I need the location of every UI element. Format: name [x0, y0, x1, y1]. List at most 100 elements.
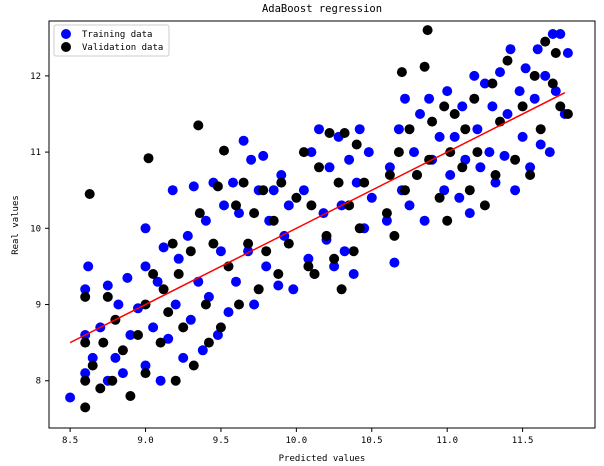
training-point [424, 93, 435, 104]
training-point [219, 200, 229, 211]
legend-marker-training [61, 29, 71, 39]
validation-point [140, 368, 151, 379]
validation-point [449, 109, 460, 119]
training-point [457, 101, 468, 112]
training-point [329, 261, 340, 272]
legend-label-training: Training data [82, 30, 152, 40]
training-point [517, 131, 528, 142]
validation-point [143, 153, 154, 164]
training-point [163, 333, 174, 344]
training-point [419, 215, 430, 226]
validation-point [80, 337, 91, 348]
training-point [544, 147, 555, 158]
validation-point [276, 177, 287, 188]
training-point [535, 139, 546, 150]
training-point [80, 368, 91, 379]
training-point [445, 170, 456, 180]
training-point [148, 322, 159, 333]
validation-point [258, 185, 269, 196]
training-point [324, 162, 335, 173]
validation-series [80, 25, 573, 413]
training-point [404, 200, 415, 211]
training-point [460, 154, 471, 165]
validation-point [188, 360, 199, 371]
validation-point [535, 124, 546, 135]
y-tick-label: 12 [30, 72, 41, 82]
validation-point [381, 208, 392, 219]
training-point [409, 147, 419, 158]
validation-point [336, 284, 347, 295]
validation-point [404, 124, 415, 135]
validation-point [460, 124, 471, 135]
validation-point [268, 215, 279, 226]
x-tick-label: 11.5 [512, 436, 534, 446]
y-axis-label: Real values [11, 195, 21, 255]
training-point [499, 150, 510, 161]
validation-point [193, 120, 204, 131]
validation-point [303, 261, 314, 272]
training-point [178, 352, 189, 363]
validation-point [321, 230, 332, 241]
training-point [223, 307, 234, 318]
validation-point [517, 101, 528, 112]
training-point [505, 44, 516, 55]
training-point [197, 345, 208, 356]
validation-point [84, 189, 95, 199]
training-point [231, 276, 241, 287]
training-point [363, 147, 374, 158]
training-point [562, 48, 573, 58]
training-point [529, 93, 540, 104]
validation-point [249, 208, 260, 219]
validation-point [540, 36, 551, 47]
validation-point [529, 70, 540, 81]
training-point [249, 299, 260, 310]
validation-point [555, 101, 566, 112]
validation-point [87, 360, 98, 371]
validation-point [396, 67, 407, 78]
validation-point [219, 145, 229, 156]
training-point [550, 86, 561, 97]
training-point [490, 177, 501, 188]
training-point [65, 392, 76, 403]
training-point [439, 185, 450, 196]
training-point [283, 200, 294, 211]
training-point [472, 124, 483, 135]
training-point [520, 63, 531, 74]
validation-point [102, 291, 113, 302]
validation-point [469, 93, 480, 104]
validation-point [148, 269, 159, 279]
validation-point [419, 61, 430, 72]
training-point [117, 368, 128, 379]
validation-point [510, 154, 521, 165]
validation-point [234, 299, 244, 310]
training-point [384, 162, 395, 173]
training-point [547, 29, 558, 39]
training-point [80, 284, 91, 295]
training-point [306, 147, 317, 158]
training-point [434, 131, 445, 142]
validation-point [283, 238, 294, 249]
validation-point [389, 230, 400, 241]
validation-point [324, 128, 335, 138]
legend-box [53, 24, 170, 57]
validation-point [194, 208, 205, 219]
training-point [351, 177, 362, 188]
validation-point [309, 269, 320, 279]
training-point [102, 280, 113, 291]
training-point [502, 109, 513, 119]
training-point [525, 162, 536, 173]
training-point [212, 330, 223, 340]
training-point [140, 223, 151, 234]
training-point [354, 124, 365, 135]
validation-point [359, 177, 370, 188]
validation-point [333, 177, 344, 188]
validation-point [185, 246, 196, 257]
x-tick-label: 10.5 [361, 436, 383, 446]
training-point [182, 230, 193, 241]
validation-point [158, 284, 169, 295]
validation-point [427, 116, 438, 127]
training-point [258, 150, 269, 161]
training-point [200, 215, 211, 226]
y-axis: 8 9 10 11 12 [30, 72, 49, 387]
training-point [228, 177, 238, 188]
